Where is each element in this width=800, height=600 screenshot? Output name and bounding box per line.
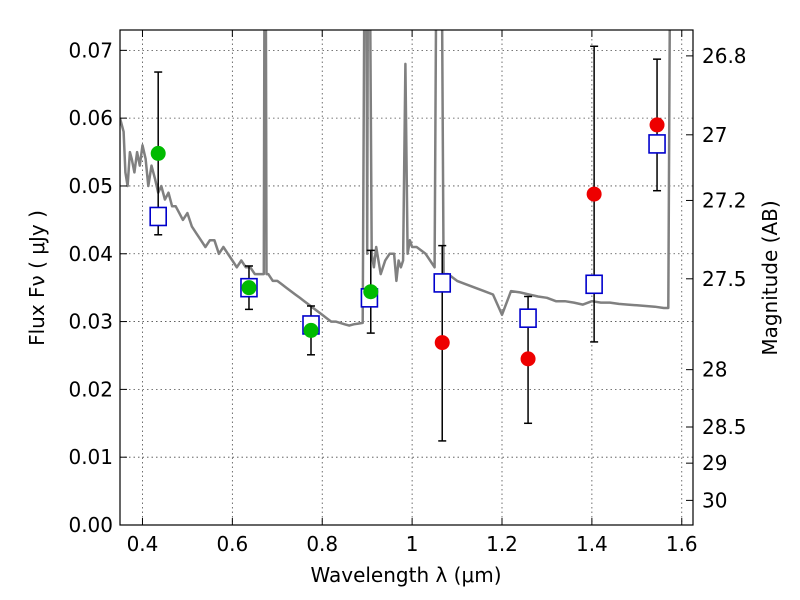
observed-points-layer — [150, 117, 665, 367]
x-tick-label: 1.4 — [576, 532, 608, 556]
y2-tick-label: 28 — [702, 358, 727, 382]
y-tick-label: 0.06 — [68, 106, 113, 130]
y2-tick-label: 27 — [702, 123, 727, 147]
y2-tick-label: 26.8 — [702, 44, 747, 68]
y-tick-label: 0.01 — [68, 445, 113, 469]
model-spectrum-layer — [120, 30, 671, 327]
non-detection-point — [434, 335, 450, 351]
x-axis-label: Wavelength λ (μm) — [310, 563, 501, 587]
y-tick-label: 0.04 — [68, 242, 113, 266]
y-tick-label: 0.03 — [68, 310, 113, 334]
plot-frame — [119, 29, 694, 526]
y-axis-label: Flux Fν ( μJy ) — [25, 210, 49, 346]
model-photometry-box — [585, 274, 603, 295]
y-tick-label: 0.07 — [68, 38, 113, 62]
y2-tick-label: 28.5 — [702, 415, 747, 439]
model-photometry-box — [519, 308, 537, 328]
model-photometry-box — [149, 206, 167, 227]
non-detection-point — [520, 351, 536, 367]
y2-tick-label: 30 — [702, 488, 727, 512]
y2-tick-label: 29 — [702, 451, 727, 475]
model-photometry-box — [433, 273, 452, 293]
model-spectrum-line — [120, 30, 671, 327]
grid — [120, 30, 693, 526]
x-tick-label: 0.6 — [216, 532, 248, 556]
detection-point — [241, 280, 257, 296]
x-tick-label: 0.4 — [127, 532, 159, 556]
detection-point — [363, 284, 379, 300]
y2-tick-label: 27.2 — [702, 188, 747, 212]
ticks — [120, 30, 693, 526]
detection-point — [303, 322, 319, 338]
y-tick-label: 0.05 — [68, 174, 113, 198]
y2-tick-label: 27.5 — [702, 267, 747, 291]
y-tick-label: 0.02 — [68, 377, 113, 401]
x-tick-label: 1 — [406, 532, 419, 556]
y-tick-labels: 0.00 0.01 0.02 0.03 0.04 0.05 0.06 0.07 — [68, 38, 113, 537]
x-tick-label: 0.8 — [306, 532, 338, 556]
x-tick-label: 1.2 — [486, 532, 518, 556]
y-tick-label: 0.00 — [68, 513, 113, 537]
detection-point — [150, 145, 166, 161]
non-detection-point — [586, 186, 602, 202]
x-tick-labels: 0.4 0.6 0.8 1 1.2 1.4 1.6 — [127, 532, 698, 556]
y2-tick-labels: 26.8 27 27.2 27.5 28 28.5 29 30 — [702, 44, 747, 512]
y2-axis-label: Magnitude (AB) — [758, 200, 782, 355]
model-photometry-box — [648, 134, 666, 154]
x-tick-label: 1.6 — [666, 532, 698, 556]
non-detection-point — [649, 117, 665, 133]
